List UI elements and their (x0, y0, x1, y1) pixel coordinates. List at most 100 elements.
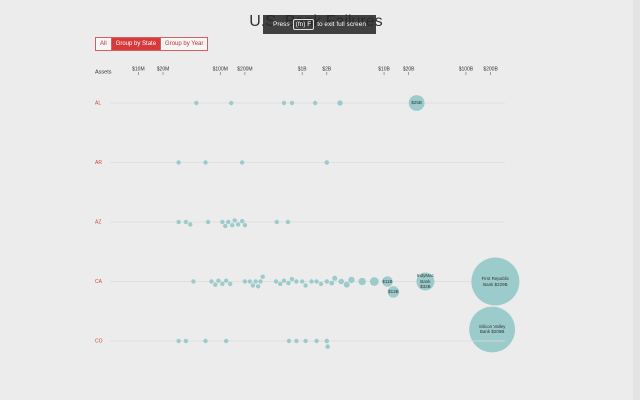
bubble (203, 160, 208, 165)
bubble (273, 279, 279, 284)
bubble (226, 219, 231, 225)
bubble (324, 279, 330, 284)
bubble (191, 279, 196, 284)
row-label: AL (95, 100, 101, 106)
bubble (176, 338, 181, 344)
bubble-label: $11B (382, 278, 393, 284)
bubble (274, 219, 279, 225)
bubble (253, 279, 258, 284)
button-group: All Group by State Group by Year (95, 37, 209, 51)
x-tick-label: $20M (157, 66, 170, 72)
bubble (408, 95, 425, 111)
bubble-label: First Republic Bank $229B (481, 275, 510, 287)
bubble (188, 222, 193, 227)
x-tick-label: $100M (213, 66, 228, 72)
bubble (309, 279, 314, 284)
x-tick-label: $10M (132, 66, 145, 72)
bubble (343, 281, 350, 288)
bubble (183, 338, 189, 344)
bubble (303, 283, 308, 288)
bubble (314, 338, 319, 344)
x-tick-label: $200B (483, 66, 498, 72)
notice-key: (fn) F (292, 19, 315, 30)
bubble (286, 280, 291, 286)
bubble (176, 219, 181, 225)
bubble (294, 279, 299, 284)
bubble (329, 280, 335, 286)
bubble (303, 338, 308, 344)
bubble (387, 286, 400, 298)
bubble (312, 100, 318, 106)
bubble (358, 277, 366, 286)
bubble (286, 338, 292, 344)
bubble (281, 100, 287, 106)
bubble (382, 276, 393, 287)
x-axis-label: Assets (95, 69, 112, 75)
bubble (183, 219, 189, 225)
bubble (203, 338, 208, 344)
bubble (338, 278, 344, 285)
bubble-label: $25B (411, 100, 422, 106)
scrollbar[interactable] (633, 0, 640, 400)
bubble (289, 100, 295, 106)
row-label: AR (95, 160, 102, 166)
bubble (205, 219, 211, 225)
toggle-button[interactable]: Group by Year (160, 37, 209, 51)
bubble (255, 284, 261, 289)
x-tick-label: $200M (237, 66, 252, 72)
bubble (230, 223, 235, 228)
bubble (194, 100, 199, 106)
bubble (314, 279, 319, 284)
bubble (223, 223, 228, 229)
bubble (285, 219, 291, 225)
toggle-button[interactable]: All (95, 37, 112, 51)
bubble (416, 272, 435, 291)
bubble (325, 344, 330, 349)
bubble (235, 222, 241, 227)
notice-text: to exit full screen (317, 21, 366, 28)
bubble (281, 278, 287, 283)
bubble (258, 279, 263, 284)
bubble (220, 281, 225, 287)
bubble (239, 219, 245, 224)
notice-text: Press (273, 21, 290, 28)
bubble-label: $13B (388, 289, 399, 295)
bubble (250, 283, 256, 288)
bubble (324, 160, 330, 165)
bubble (242, 223, 248, 228)
x-tick-label: $2B (322, 66, 332, 72)
bubble (209, 279, 214, 284)
bubble (239, 160, 245, 165)
bubble (294, 338, 299, 344)
bubble (229, 100, 234, 106)
row-label: CA (95, 279, 103, 285)
bubble (471, 257, 520, 306)
bubble (242, 279, 248, 284)
bubble-label: IndyMac Bank $32B (416, 273, 434, 290)
bubble (220, 219, 225, 225)
bubble (369, 277, 379, 286)
bubble (260, 274, 265, 279)
row-label: AZ (95, 219, 101, 225)
fullscreen-notice: Press (fn) F to exit full screen (263, 15, 376, 34)
bubble-label: Silicon Valley Bank $209B (478, 323, 506, 335)
x-tick-label: $10B (378, 66, 390, 72)
bubble (227, 281, 233, 287)
x-tick-label: $1B (298, 66, 308, 72)
row-label: CO (95, 338, 103, 344)
bubble (337, 100, 343, 106)
x-tick-label: $20B (403, 66, 415, 72)
bubble (213, 282, 218, 287)
bubble (176, 160, 181, 165)
bubble (348, 276, 355, 284)
bubble (324, 338, 330, 344)
toggle-button[interactable]: Group by State (110, 37, 162, 51)
bubble (318, 281, 324, 287)
x-tick-label: $100B (459, 66, 474, 72)
bubble (299, 279, 305, 284)
bubble (278, 281, 283, 287)
bubble (223, 278, 229, 283)
bubble (289, 276, 295, 282)
